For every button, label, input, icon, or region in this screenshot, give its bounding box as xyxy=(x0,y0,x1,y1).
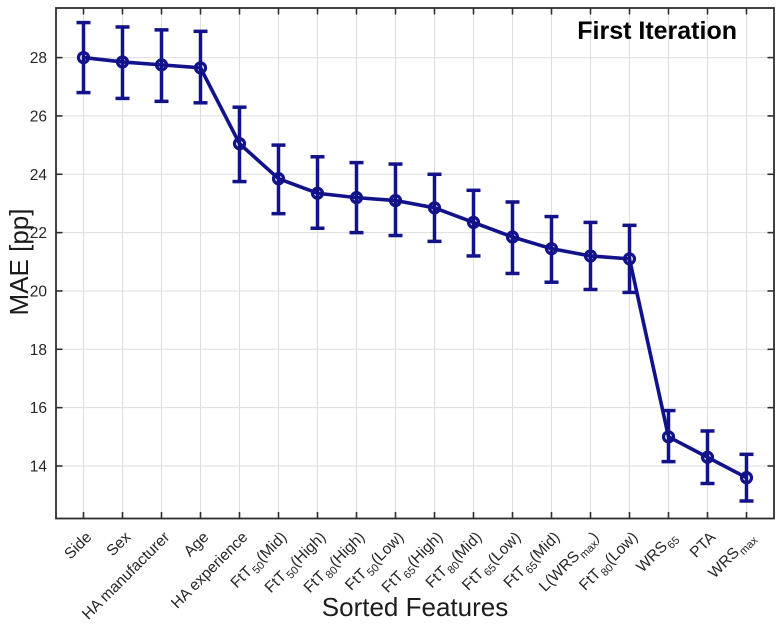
data-point-marker xyxy=(505,230,520,244)
error-bars xyxy=(76,20,754,503)
data-point-marker xyxy=(154,58,169,72)
data-point-marker xyxy=(388,193,403,208)
data-point-marker xyxy=(583,249,598,263)
data-point-marker xyxy=(232,137,247,151)
x-tick-label: PTA xyxy=(687,528,720,561)
data-point-marker xyxy=(271,172,286,186)
data-point-marker xyxy=(739,471,754,485)
chart-title: First Iteration xyxy=(577,17,737,45)
plot-border xyxy=(55,7,775,520)
data-point-marker xyxy=(349,191,364,205)
data-point-marker xyxy=(622,252,637,266)
data-point-marker xyxy=(427,201,442,215)
y-tick-labels: 14 16 18 20 22 24 26 28 xyxy=(30,50,48,475)
x-tick-label: WRS65 xyxy=(633,529,682,578)
y-tick-label: 22 xyxy=(30,225,47,242)
data-point-marker xyxy=(76,50,91,65)
y-tick-label: 24 xyxy=(30,167,48,184)
data-point-marker xyxy=(661,430,676,444)
series-line xyxy=(83,55,748,480)
y-tick-label: 16 xyxy=(30,400,47,417)
y-axis-label: MAE [pp] xyxy=(4,209,34,316)
axis-ticks xyxy=(56,8,774,519)
x-tick-label: Side xyxy=(61,529,95,563)
data-point-marker xyxy=(544,242,559,256)
y-tick-label: 26 xyxy=(30,108,47,125)
y-tick-label: 20 xyxy=(30,283,48,300)
data-point-marker xyxy=(115,55,130,69)
data-point-marker xyxy=(310,186,325,200)
y-tick-label: 14 xyxy=(30,458,48,475)
data-point-marker xyxy=(700,450,715,464)
data-point-marker xyxy=(466,215,481,230)
x-tick-label: Age xyxy=(181,529,213,561)
data-point-marker xyxy=(193,61,208,75)
y-tick-label: 28 xyxy=(30,50,47,67)
data-point-markers xyxy=(76,50,754,485)
x-tick-label: Sex xyxy=(103,529,134,560)
x-axis-label: Sorted Features xyxy=(322,592,508,622)
y-tick-label: 18 xyxy=(30,342,47,359)
